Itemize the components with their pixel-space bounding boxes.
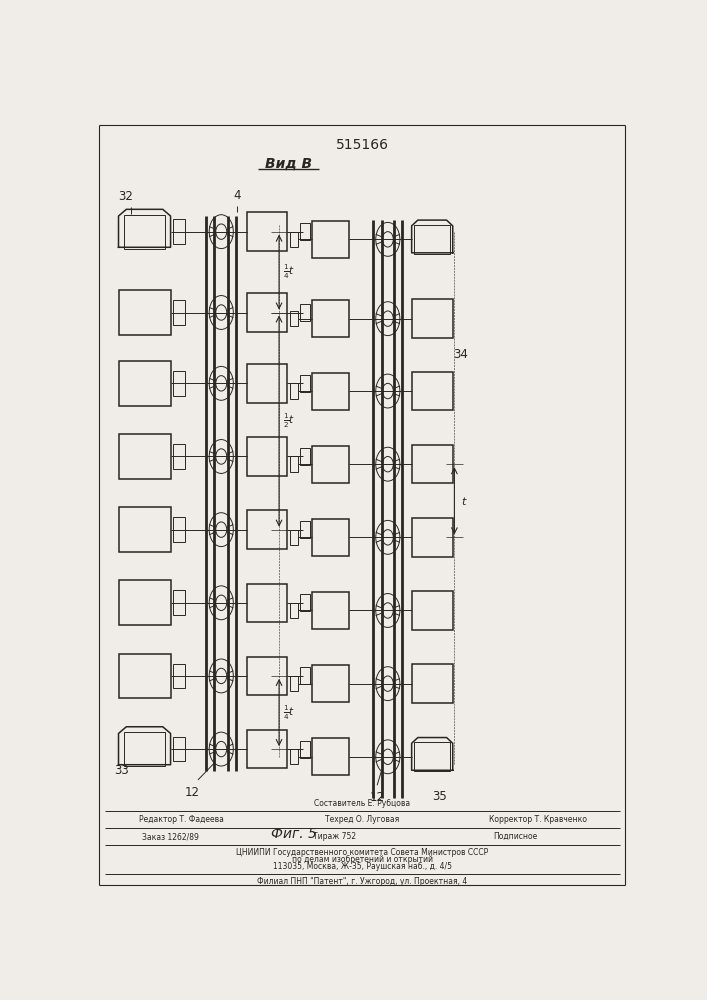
Bar bbox=[173, 590, 185, 615]
Bar bbox=[290, 311, 298, 326]
Bar bbox=[247, 657, 287, 695]
Bar bbox=[247, 364, 287, 403]
Text: Подписное: Подписное bbox=[493, 832, 538, 841]
Bar bbox=[411, 591, 452, 630]
Bar bbox=[411, 299, 452, 338]
Bar bbox=[312, 300, 349, 337]
Bar bbox=[247, 293, 287, 332]
Bar bbox=[300, 521, 310, 538]
Bar bbox=[312, 738, 349, 775]
Text: Заказ 1262/89: Заказ 1262/89 bbox=[142, 832, 199, 841]
Bar bbox=[173, 219, 185, 244]
Text: Вид В: Вид В bbox=[265, 157, 312, 171]
Text: 12: 12 bbox=[185, 786, 200, 799]
Bar bbox=[119, 580, 170, 625]
Bar bbox=[247, 437, 287, 476]
Bar bbox=[312, 592, 349, 629]
Text: Составитель Е. Рубцова: Составитель Е. Рубцова bbox=[315, 799, 410, 808]
Bar bbox=[119, 507, 170, 552]
Bar bbox=[247, 212, 287, 251]
Bar bbox=[312, 665, 349, 702]
Text: 4: 4 bbox=[233, 189, 241, 202]
Text: Тираж 752: Тираж 752 bbox=[313, 832, 356, 841]
Bar bbox=[124, 215, 165, 249]
Bar bbox=[300, 223, 310, 240]
Text: $\frac{1}{4}t$: $\frac{1}{4}t$ bbox=[284, 263, 296, 281]
Bar bbox=[411, 664, 452, 703]
Text: $\frac{1}{2}t$: $\frac{1}{2}t$ bbox=[284, 412, 296, 430]
Text: Фиг. 5: Фиг. 5 bbox=[271, 827, 317, 841]
Text: Филиал ПНП "Патент", г. Ужгород, ул. Проектная, 4: Филиал ПНП "Патент", г. Ужгород, ул. Про… bbox=[257, 877, 467, 886]
Text: 35: 35 bbox=[432, 790, 446, 803]
Bar bbox=[300, 375, 310, 392]
Bar bbox=[312, 519, 349, 556]
Text: 33: 33 bbox=[114, 764, 129, 777]
Bar bbox=[290, 232, 298, 247]
Bar bbox=[173, 737, 185, 761]
Bar bbox=[173, 664, 185, 688]
Bar bbox=[411, 445, 452, 483]
Bar bbox=[124, 732, 165, 766]
Bar bbox=[300, 667, 310, 684]
Bar bbox=[300, 594, 310, 611]
Bar bbox=[173, 300, 185, 325]
Bar bbox=[290, 530, 298, 545]
Bar bbox=[290, 676, 298, 691]
Bar bbox=[290, 603, 298, 618]
Bar bbox=[247, 730, 287, 768]
Bar bbox=[411, 518, 452, 557]
Text: 34: 34 bbox=[452, 348, 467, 361]
Text: Корректор Т. Кравченко: Корректор Т. Кравченко bbox=[489, 815, 587, 824]
Bar bbox=[119, 290, 170, 335]
Text: $\frac{1}{4}t$: $\frac{1}{4}t$ bbox=[284, 703, 296, 722]
Bar bbox=[247, 584, 287, 622]
Bar bbox=[290, 456, 298, 472]
Bar bbox=[173, 444, 185, 469]
Bar bbox=[173, 371, 185, 396]
Bar bbox=[173, 517, 185, 542]
Text: Техред О. Луговая: Техред О. Луговая bbox=[325, 815, 399, 824]
Bar bbox=[300, 741, 310, 758]
Bar bbox=[300, 304, 310, 321]
Bar bbox=[312, 373, 349, 410]
Bar bbox=[411, 372, 452, 410]
Bar bbox=[119, 361, 170, 406]
Bar bbox=[290, 383, 298, 399]
Text: 12: 12 bbox=[370, 791, 385, 804]
Text: по делам изобретений и открытий: по делам изобретений и открытий bbox=[292, 855, 433, 864]
Bar bbox=[119, 654, 170, 698]
Bar bbox=[414, 225, 450, 254]
Bar bbox=[300, 448, 310, 465]
Text: 515166: 515166 bbox=[336, 138, 389, 152]
Text: 113035, Москва, Ж-35, Раушская наб., д. 4/5: 113035, Москва, Ж-35, Раушская наб., д. … bbox=[273, 862, 452, 871]
Text: ЦНИИПИ Государственного комитета Совета Министров СССР: ЦНИИПИ Государственного комитета Совета … bbox=[236, 848, 489, 857]
Bar bbox=[290, 749, 298, 764]
Text: Редактор Т. Фадеева: Редактор Т. Фадеева bbox=[139, 815, 224, 824]
Bar bbox=[312, 221, 349, 258]
Text: $t$: $t$ bbox=[461, 495, 467, 507]
Bar bbox=[247, 510, 287, 549]
Bar bbox=[414, 742, 450, 771]
Bar bbox=[312, 446, 349, 483]
Bar bbox=[119, 434, 170, 479]
Text: 32: 32 bbox=[118, 190, 133, 203]
